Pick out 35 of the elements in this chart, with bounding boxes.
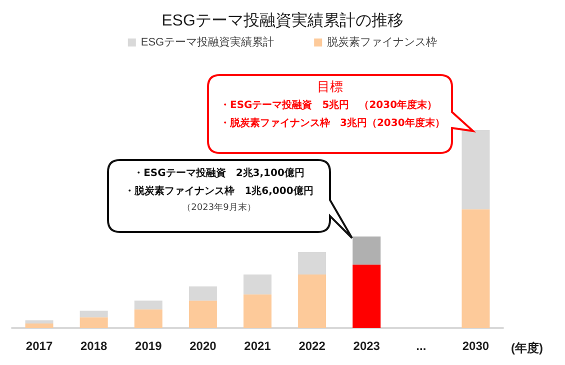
bar <box>80 317 108 328</box>
bar <box>244 294 272 328</box>
annotation: （2023年9月末） <box>181 202 257 215</box>
bar <box>134 300 162 310</box>
annotation: ・脱炭素ファイナンス枠 1兆6,000億円 <box>124 184 314 199</box>
chart-title: ESGテーマ投融資実績累計の推移 <box>162 12 404 30</box>
x-tick-label: 2022 <box>298 339 326 353</box>
legend-label: ESGテーマ投融資実績累計 <box>140 36 274 48</box>
bar <box>352 264 381 328</box>
bar <box>298 252 326 275</box>
bar <box>352 236 381 265</box>
bar <box>188 300 217 328</box>
x-axis-title: (年度) <box>511 341 543 355</box>
bar <box>298 274 326 328</box>
x-tick-label: ... <box>416 339 426 353</box>
bar <box>80 310 108 318</box>
legend-label: 脱炭素ファイナンス枠 <box>327 36 438 48</box>
x-tick-label: 2018 <box>80 339 108 353</box>
x-tick-label: 2023 <box>353 339 380 353</box>
x-tick-label: 2030 <box>462 339 490 353</box>
text: 目標 <box>316 79 344 97</box>
bar <box>462 130 490 210</box>
bar <box>134 309 162 328</box>
x-tick-label: 2020 <box>190 339 217 353</box>
bar <box>25 320 54 324</box>
bar <box>25 323 54 328</box>
text: ・ESGテーマ投融資 5兆円 （2030年度末） <box>219 98 438 113</box>
text: ・脱炭素ファイナンス枠 3兆円（2030年度末） <box>219 116 446 131</box>
annotation: ・ESGテーマ投融資 2兆3,100億円 <box>132 166 306 181</box>
x-tick-label: 2021 <box>244 339 272 353</box>
bar <box>462 209 490 328</box>
x-tick-label: 2017 <box>26 339 53 353</box>
bar <box>244 274 272 294</box>
bar <box>188 286 217 301</box>
x-tick-label: 2019 <box>135 339 162 353</box>
